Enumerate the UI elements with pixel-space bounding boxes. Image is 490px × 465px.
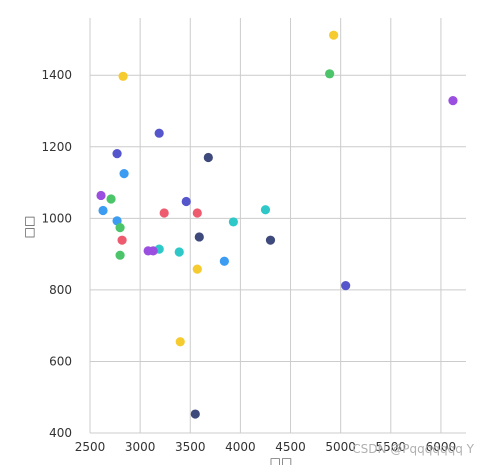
data-point — [159, 208, 169, 218]
x-tick-label: 3000 — [125, 440, 156, 454]
y-tick-label: 1400 — [41, 68, 72, 82]
grid-lines — [89, 18, 466, 434]
x-tick-label: 6000 — [426, 440, 457, 454]
y-tick-label: 1200 — [41, 140, 72, 154]
data-point — [194, 232, 204, 242]
y-tick-label: 400 — [49, 426, 72, 440]
data-point — [148, 246, 158, 256]
x-tick-label: 4500 — [275, 440, 306, 454]
data-point — [119, 169, 129, 179]
x-tick-label: 3500 — [175, 440, 206, 454]
data-point — [115, 250, 125, 260]
x-axis-ticks: 2500 3000 3500 4000 4500 5000 5500 6000 — [75, 440, 456, 454]
data-point — [219, 256, 229, 266]
data-point — [106, 194, 116, 204]
data-point — [265, 235, 276, 245]
data-point — [448, 96, 458, 106]
data-point — [112, 148, 122, 159]
data-point — [192, 264, 202, 274]
data-point — [117, 235, 127, 245]
data-point — [190, 409, 200, 419]
x-tick-label: 4000 — [225, 440, 256, 454]
data-point — [174, 247, 184, 257]
data-points — [96, 30, 458, 419]
data-point — [203, 152, 213, 163]
y-axis-ticks: 400 600 800 1000 1200 1400 — [41, 68, 72, 440]
data-point — [341, 281, 351, 291]
x-axis-title: □□ — [270, 455, 293, 465]
data-point — [260, 205, 271, 215]
watermark-text: CSDN @Pqqqqqqq Y — [352, 442, 474, 456]
x-tick-label: 2500 — [75, 440, 106, 454]
y-tick-label: 600 — [49, 354, 72, 368]
data-point — [115, 223, 125, 233]
data-point — [181, 196, 191, 207]
data-point — [98, 205, 108, 216]
y-axis-title: □□ — [22, 216, 36, 239]
data-point — [228, 217, 238, 227]
x-tick-label: 5500 — [376, 440, 407, 454]
y-tick-label: 800 — [49, 283, 72, 297]
data-point — [154, 128, 164, 138]
data-point — [118, 71, 128, 81]
data-point — [175, 337, 185, 347]
data-point — [329, 30, 339, 40]
data-point — [96, 190, 106, 201]
data-point — [192, 208, 202, 218]
data-point — [325, 69, 335, 79]
y-tick-label: 1000 — [41, 211, 72, 225]
x-tick-label: 5000 — [325, 440, 356, 454]
